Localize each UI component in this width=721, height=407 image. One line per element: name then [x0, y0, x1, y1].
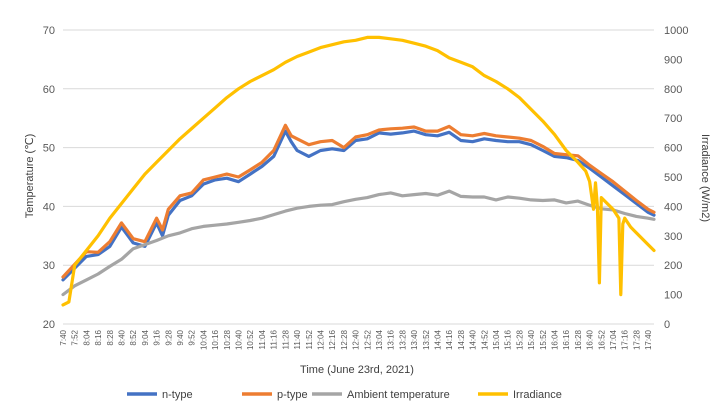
- x-tick-label: 12:28: [340, 329, 349, 350]
- x-tick-label: 16:04: [551, 329, 560, 350]
- x-tick-label: 9:16: [153, 329, 162, 345]
- x-tick-label: 10:04: [199, 329, 208, 350]
- x-tick-label: 15:28: [515, 329, 524, 350]
- x-tick-label: 14:04: [433, 329, 442, 350]
- x-tick-label: 11:28: [281, 329, 290, 349]
- x-tick-label: 8:40: [118, 329, 127, 345]
- y2-tick-label: 900: [664, 54, 682, 66]
- x-tick-label: 12:40: [352, 329, 361, 350]
- x-tick-label: 8:52: [129, 329, 138, 345]
- y2-tick-label: 500: [664, 172, 682, 184]
- y2-tick-label: 800: [664, 84, 682, 96]
- x-tick-label: 17:40: [644, 329, 653, 350]
- x-tick-label: 13:16: [387, 329, 396, 350]
- y-axis-left-title: Temperature (℃): [24, 134, 36, 219]
- x-tick-label: 10:52: [246, 329, 255, 350]
- y-tick-label: 60: [43, 84, 55, 96]
- legend-label: p-type: [277, 389, 308, 401]
- x-tick-label: 11:04: [258, 329, 267, 349]
- p-type-series-line: [61, 123, 656, 279]
- x-tick-label: 17:16: [621, 329, 630, 350]
- x-tick-label: 13:04: [375, 329, 384, 350]
- y-tick-label: 20: [43, 319, 55, 331]
- y2-tick-label: 200: [664, 260, 682, 272]
- x-tick-label: 12:16: [328, 329, 337, 350]
- x-tick-label: 12:52: [363, 329, 372, 350]
- ambient-temperature-series-line: [61, 189, 656, 297]
- x-tick-label: 7:52: [71, 329, 80, 345]
- x-tick-label: 13:52: [422, 329, 431, 350]
- x-tick-label: 16:40: [586, 329, 595, 350]
- y-axis-right-ticks: 0 100 200 300 400 500 600 700 800 900 1000: [664, 25, 688, 331]
- y2-tick-label: 600: [664, 143, 682, 155]
- y-axis-right-title: Irradiance (W/m2): [699, 134, 711, 222]
- y-tick-label: 30: [43, 260, 55, 272]
- x-tick-label: 11:16: [270, 329, 279, 349]
- gridlines: [63, 29, 654, 325]
- x-tick-label: 14:52: [480, 329, 489, 350]
- y2-tick-label: 0: [664, 319, 670, 331]
- y-axis-left-ticks: 20 30 40 50 60 70: [43, 25, 55, 331]
- x-tick-label: 9:04: [141, 329, 150, 345]
- y-tick-label: 70: [43, 25, 55, 37]
- x-tick-label: 15:04: [492, 329, 501, 350]
- x-tick-label: 7:40: [59, 329, 68, 345]
- x-tick-label: 14:16: [445, 329, 454, 350]
- x-tick-label: 15:52: [539, 329, 548, 350]
- x-tick-label: 9:52: [188, 329, 197, 345]
- y2-tick-label: 300: [664, 231, 682, 243]
- x-tick-label: 14:28: [457, 329, 466, 350]
- y2-tick-label: 700: [664, 113, 682, 125]
- x-tick-label: 13:40: [410, 329, 419, 350]
- y-tick-label: 40: [43, 201, 55, 213]
- x-tick-label: 8:04: [82, 329, 91, 345]
- x-tick-label: 10:40: [235, 329, 244, 350]
- legend-label: n-type: [162, 389, 193, 401]
- legend: n-type p-type Ambient temperature Irradianc…: [127, 389, 562, 401]
- y2-tick-label: 100: [664, 290, 682, 302]
- irradiance-series-line: [61, 35, 656, 307]
- x-tick-label: 12:04: [316, 329, 325, 350]
- x-tick-label: 16:28: [574, 329, 583, 350]
- x-tick-label: 9:28: [164, 329, 173, 345]
- x-axis-ticks: 7:40 7:52 8:04 8:16 8:28 8:40 8:52 9:04 9:16 9:28…: [59, 329, 653, 350]
- x-tick-label: 17:28: [632, 329, 641, 350]
- x-tick-label: 10:16: [211, 329, 220, 350]
- x-tick-label: 8:28: [106, 329, 115, 345]
- x-tick-label: 14:40: [469, 329, 478, 350]
- x-tick-label: 13:28: [398, 329, 407, 350]
- legend-label: Irradiance: [513, 389, 562, 401]
- series-lines: [61, 35, 656, 307]
- x-tick-label: 15:16: [504, 329, 513, 350]
- x-tick-label: 10:28: [223, 329, 232, 350]
- x-tick-label: 17:04: [609, 329, 618, 350]
- y-tick-label: 50: [43, 143, 55, 155]
- y2-tick-label: 400: [664, 201, 682, 213]
- x-tick-label: 16:16: [562, 329, 571, 350]
- x-tick-label: 15:40: [527, 329, 536, 350]
- y2-tick-label: 1000: [664, 25, 688, 37]
- x-tick-label: 11:40: [293, 329, 302, 349]
- x-tick-label: 9:40: [176, 329, 185, 345]
- x-tick-label: 11:52: [305, 329, 314, 349]
- legend-label: Ambient temperature: [347, 389, 450, 401]
- x-tick-label: 16:52: [597, 329, 606, 350]
- x-axis-title: Time (June 23rd, 2021): [300, 364, 414, 376]
- x-tick-label: 8:16: [94, 329, 103, 345]
